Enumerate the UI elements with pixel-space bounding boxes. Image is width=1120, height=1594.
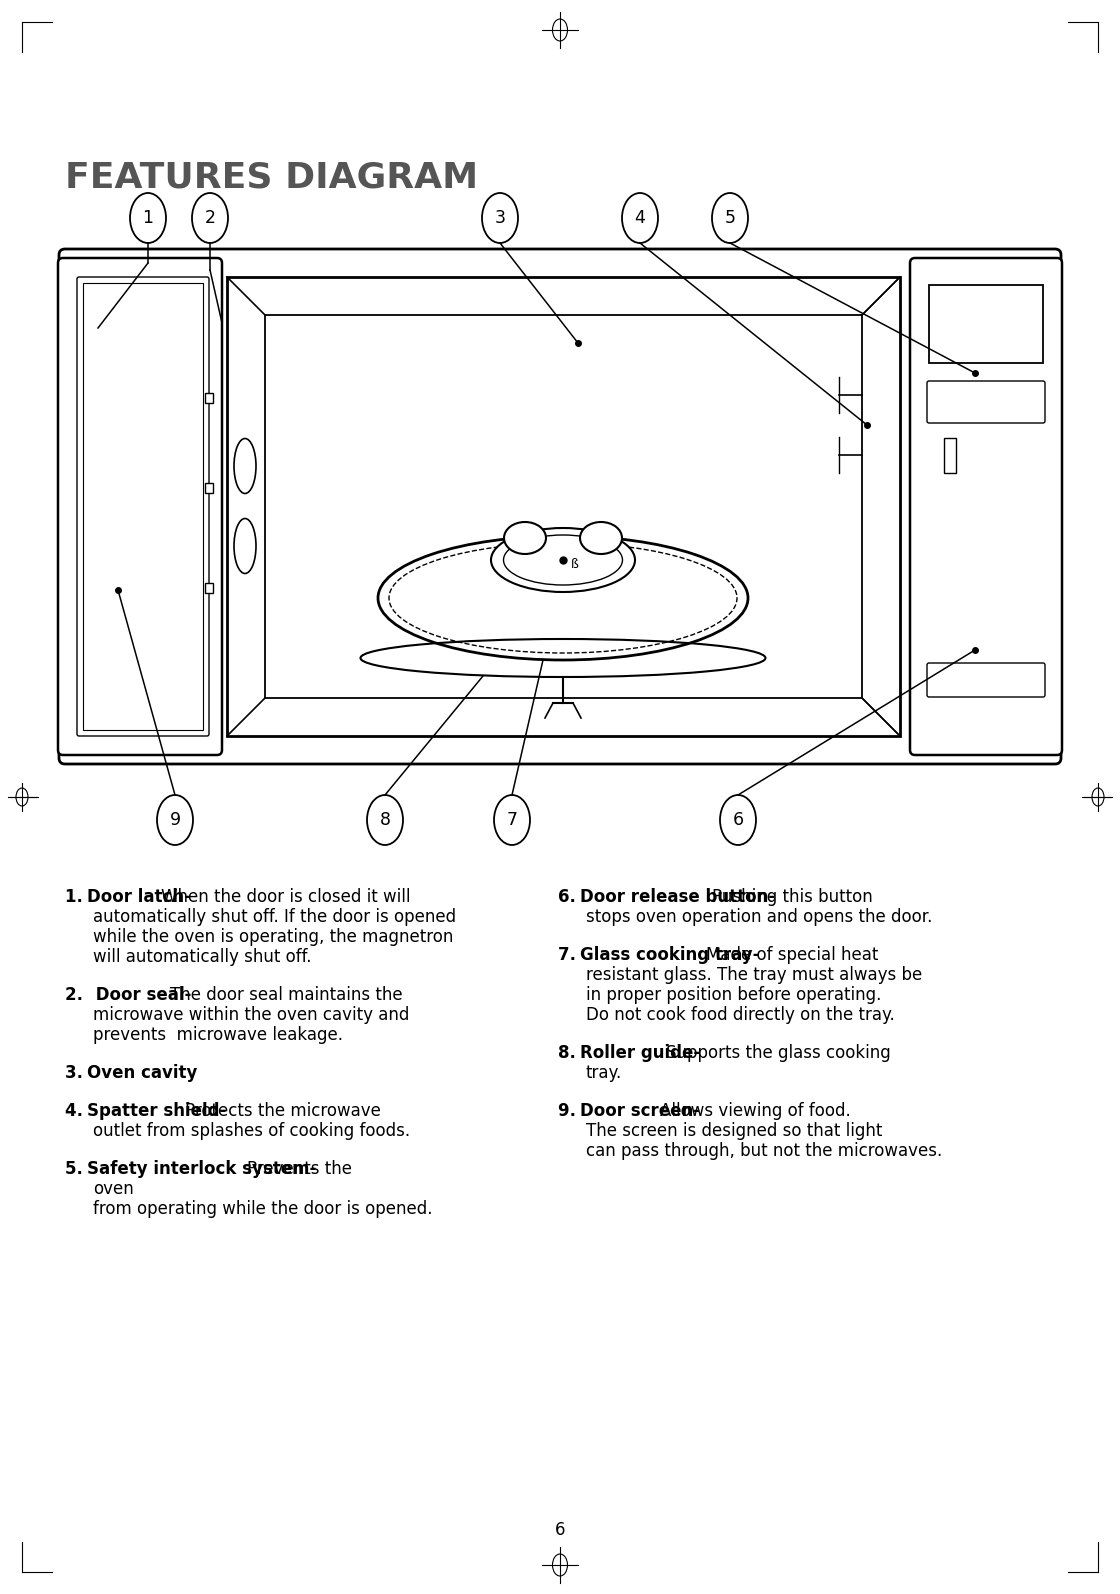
Text: stops oven operation and opens the door.: stops oven operation and opens the door. bbox=[586, 909, 932, 926]
Text: while the oven is operating, the magnetron: while the oven is operating, the magnetr… bbox=[93, 928, 454, 945]
Text: prevents  microwave leakage.: prevents microwave leakage. bbox=[93, 1027, 343, 1044]
Bar bbox=[205, 394, 213, 403]
Bar bbox=[227, 277, 900, 736]
Text: from operating while the door is opened.: from operating while the door is opened. bbox=[93, 1200, 432, 1218]
Text: Safety interlock system-: Safety interlock system- bbox=[87, 1160, 316, 1178]
Text: ß: ß bbox=[571, 558, 579, 572]
Text: Door screen-: Door screen- bbox=[580, 1101, 700, 1121]
Ellipse shape bbox=[491, 528, 635, 591]
Text: 2.: 2. bbox=[65, 987, 88, 1004]
Text: The door seal maintains the: The door seal maintains the bbox=[170, 987, 402, 1004]
Text: 1.: 1. bbox=[65, 888, 88, 905]
Text: Made of special heat: Made of special heat bbox=[706, 945, 878, 964]
Text: 7.: 7. bbox=[558, 945, 581, 964]
FancyBboxPatch shape bbox=[909, 258, 1062, 756]
Text: 8.: 8. bbox=[558, 1044, 581, 1062]
Text: 6: 6 bbox=[732, 811, 744, 829]
Text: Roller guide-: Roller guide- bbox=[580, 1044, 700, 1062]
Text: 6.: 6. bbox=[558, 888, 581, 905]
FancyBboxPatch shape bbox=[59, 249, 1061, 764]
Text: Oven cavity: Oven cavity bbox=[87, 1065, 197, 1082]
Text: 6: 6 bbox=[554, 1521, 566, 1538]
Text: automatically shut off. If the door is opened: automatically shut off. If the door is o… bbox=[93, 909, 456, 926]
Ellipse shape bbox=[580, 521, 622, 555]
Text: 7: 7 bbox=[506, 811, 517, 829]
Ellipse shape bbox=[504, 521, 547, 555]
FancyBboxPatch shape bbox=[77, 277, 209, 736]
Text: outlet from splashes of cooking foods.: outlet from splashes of cooking foods. bbox=[93, 1122, 410, 1140]
Text: 5: 5 bbox=[725, 209, 736, 226]
Text: oven: oven bbox=[93, 1180, 133, 1199]
Text: 9: 9 bbox=[169, 811, 180, 829]
Text: 3.: 3. bbox=[65, 1065, 88, 1082]
Text: Glass cooking tray-: Glass cooking tray- bbox=[580, 945, 759, 964]
Text: 9.: 9. bbox=[558, 1101, 581, 1121]
Text: 1: 1 bbox=[142, 209, 153, 226]
Text: Do not cook food directly on the tray.: Do not cook food directly on the tray. bbox=[586, 1006, 895, 1023]
Text: 2: 2 bbox=[205, 209, 215, 226]
Text: tray.: tray. bbox=[586, 1065, 623, 1082]
Text: The screen is designed so that light: The screen is designed so that light bbox=[586, 1122, 883, 1140]
Text: Supports the glass cooking: Supports the glass cooking bbox=[666, 1044, 890, 1062]
Bar bbox=[205, 583, 213, 593]
Text: Spatter shield-: Spatter shield- bbox=[87, 1101, 226, 1121]
Text: Protects the microwave: Protects the microwave bbox=[185, 1101, 381, 1121]
Text: 4: 4 bbox=[635, 209, 645, 226]
Text: 5.: 5. bbox=[65, 1160, 88, 1178]
Text: in proper position before operating.: in proper position before operating. bbox=[586, 987, 881, 1004]
Text: can pass through, but not the microwaves.: can pass through, but not the microwaves… bbox=[586, 1141, 942, 1160]
Bar bbox=[944, 438, 956, 473]
FancyBboxPatch shape bbox=[58, 258, 222, 756]
Text: Door latch-: Door latch- bbox=[87, 888, 192, 905]
Text: resistant glass. The tray must always be: resistant glass. The tray must always be bbox=[586, 966, 922, 983]
Text: Allows viewing of food.: Allows viewing of food. bbox=[660, 1101, 851, 1121]
FancyBboxPatch shape bbox=[927, 381, 1045, 422]
Text: microwave within the oven cavity and: microwave within the oven cavity and bbox=[93, 1006, 410, 1023]
Text: 8: 8 bbox=[380, 811, 391, 829]
Text: Prevents the: Prevents the bbox=[248, 1160, 352, 1178]
Bar bbox=[205, 483, 213, 493]
Text: 3: 3 bbox=[495, 209, 505, 226]
Text: will automatically shut off.: will automatically shut off. bbox=[93, 948, 311, 966]
Bar bbox=[83, 284, 203, 730]
Text: Pushing this button: Pushing this button bbox=[712, 888, 872, 905]
Text: Door release button-: Door release button- bbox=[580, 888, 775, 905]
Text: When the door is closed it will: When the door is closed it will bbox=[161, 888, 411, 905]
Bar bbox=[265, 316, 862, 698]
Text: FEATURES DIAGRAM: FEATURES DIAGRAM bbox=[65, 159, 478, 194]
FancyBboxPatch shape bbox=[927, 663, 1045, 697]
Bar bbox=[928, 285, 1043, 363]
Text: Door seal-: Door seal- bbox=[90, 987, 192, 1004]
Text: 4.: 4. bbox=[65, 1101, 88, 1121]
